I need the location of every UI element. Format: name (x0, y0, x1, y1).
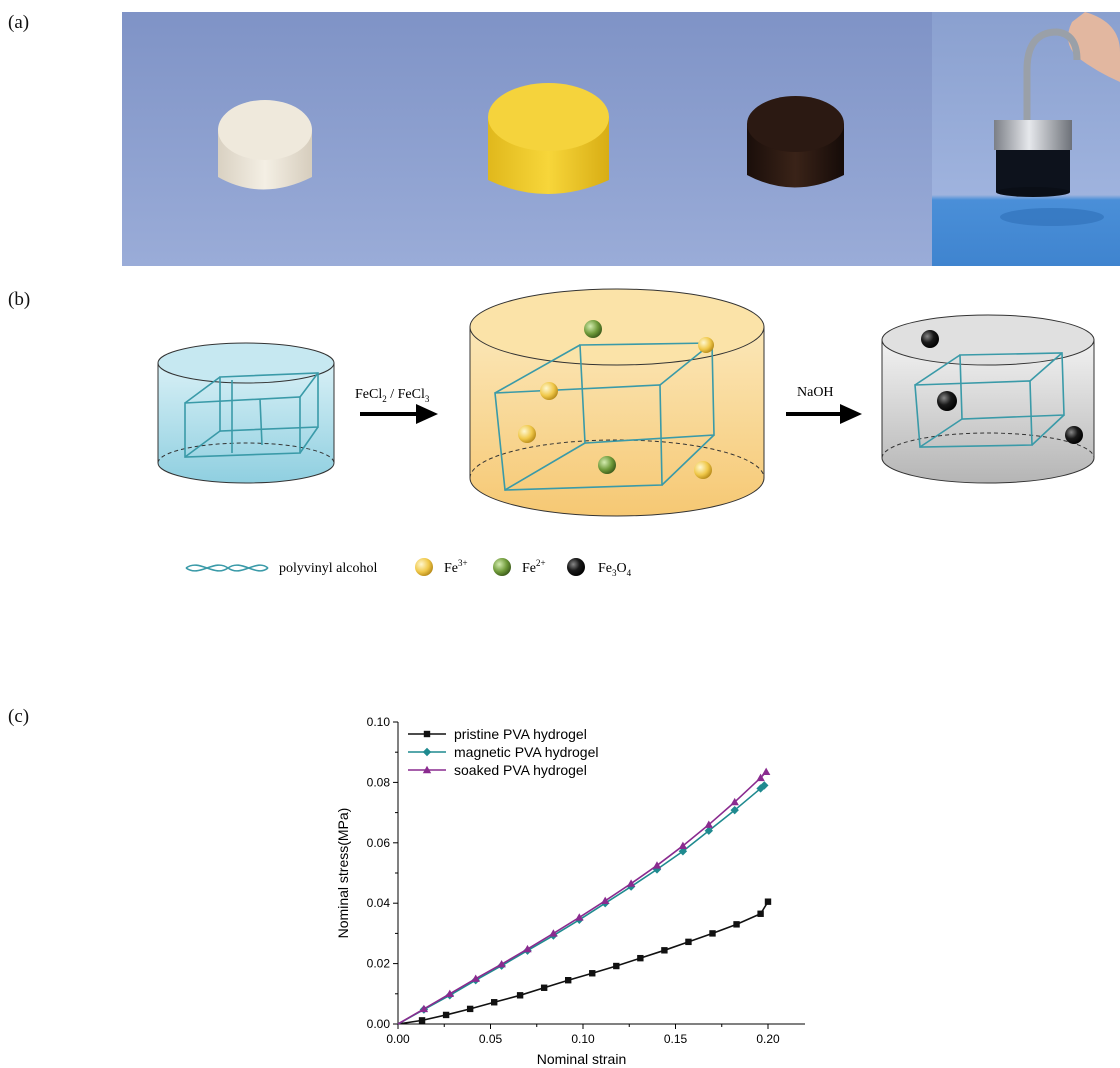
data-point (549, 929, 558, 937)
data-point (637, 954, 644, 962)
fe3-ion (698, 337, 714, 353)
data-point (757, 910, 764, 917)
data-point (704, 820, 713, 828)
fe3o4-particle (921, 330, 939, 348)
data-point (756, 773, 765, 782)
panel-label-a: (a) (8, 12, 30, 33)
x-tick-label: 0.00 (386, 1032, 410, 1046)
data-point (540, 984, 548, 991)
fe2-ion (598, 456, 616, 474)
legend-label: pristine PVA hydrogel (454, 726, 587, 742)
photo-magnet-lifting-sample (932, 12, 1120, 266)
y-tick-label: 0.06 (367, 836, 391, 850)
data-point (491, 999, 498, 1006)
fe2-ion (584, 320, 602, 338)
photo-magnetic-sample (672, 12, 932, 266)
data-point (565, 977, 572, 984)
legend-fe3o4-label: Fe3O4 (598, 561, 632, 578)
data-point (419, 1004, 429, 1013)
data-point (678, 841, 688, 850)
data-point (613, 962, 620, 970)
series-1 (397, 781, 769, 1025)
data-point (733, 921, 740, 928)
photo-pristine-sample (122, 12, 397, 266)
series-line (397, 784, 765, 1025)
data-point (601, 896, 610, 904)
chart-axes: 0.00 0.05 0.10 0.15 0.20 0.00 0.02 0.04 0.06 0.08… (367, 715, 805, 1046)
legend-pva-label: polyvinyl alcohol (279, 561, 377, 576)
x-tick-label: 0.10 (571, 1032, 595, 1046)
stress-strain-chart: 0.00 0.05 0.10 0.15 0.20 0.00 0.02 0.04 0.06 0.08… (335, 715, 805, 1067)
reaction-arrow-1: FeCl2 / FeCl3 (355, 387, 438, 424)
legend-item: soaked PVA hydrogel (408, 762, 587, 778)
fe3-ion (540, 382, 558, 400)
data-point (626, 879, 636, 887)
data-point (685, 938, 692, 946)
fe3-ion (518, 425, 536, 443)
data-point (466, 1005, 474, 1013)
legend-fe2-label: Fe2+ (522, 558, 546, 576)
data-point (471, 974, 480, 982)
photo-soaked-sample (397, 12, 672, 266)
legend-item: magnetic PVA hydrogel (408, 744, 599, 760)
reagent-fecl-label: FeCl2 / FeCl3 (355, 387, 430, 404)
legend-label: magnetic PVA hydrogel (454, 744, 599, 760)
data-point (589, 970, 596, 977)
fe3o4-particle (937, 391, 957, 411)
x-tick-label: 0.15 (664, 1032, 688, 1046)
y-tick-label: 0.00 (367, 1017, 391, 1031)
y-tick-label: 0.02 (367, 957, 391, 971)
legend-label: soaked PVA hydrogel (454, 762, 587, 778)
data-point (497, 960, 506, 968)
x-tick-label: 0.05 (479, 1032, 503, 1046)
fe2-legend-icon (493, 558, 511, 576)
legend-fe3-label: Fe3+ (444, 558, 468, 576)
synthesis-scheme: FeCl2 / FeCl3 NaOH (157, 288, 1095, 578)
panel-label-b: (b) (8, 289, 31, 310)
series-line (397, 771, 767, 1025)
series-2 (397, 767, 771, 1025)
fe3-ion (694, 461, 712, 479)
legend-item: pristine PVA hydrogel (408, 726, 587, 742)
data-point (756, 784, 765, 793)
scheme-legend: polyvinyl alcohol Fe3+ Fe2+ Fe3O4 (185, 558, 632, 578)
data-point (661, 947, 668, 954)
data-point (423, 730, 431, 738)
data-point (445, 989, 454, 997)
data-point (418, 1017, 426, 1024)
series-0 (397, 898, 772, 1025)
y-tick-label: 0.10 (367, 715, 391, 729)
data-point (764, 898, 772, 905)
chart-legend: pristine PVA hydrogel magnetic PVA hydrog… (408, 726, 599, 778)
reagent-naoh-label: NaOH (797, 385, 834, 400)
data-point (709, 930, 716, 937)
data-point (422, 747, 432, 757)
fe3-legend-icon (415, 558, 433, 576)
fe-ion-loaded-hydrogel-cylinder (469, 288, 765, 517)
y-tick-label: 0.04 (367, 896, 391, 910)
data-point (422, 765, 432, 774)
reaction-arrow-2: NaOH (786, 385, 862, 424)
data-point (575, 913, 584, 921)
data-point (442, 1011, 450, 1019)
pva-hydrogel-cylinder (157, 342, 335, 484)
data-point (516, 992, 524, 999)
fe3o4-legend-icon (567, 558, 585, 576)
x-axis-label: Nominal strain (537, 1051, 626, 1067)
y-axis-label: Nominal stress(MPa) (335, 808, 351, 939)
data-point (761, 767, 771, 776)
photo-strip (122, 12, 1120, 266)
data-point (652, 861, 662, 869)
data-point (730, 797, 739, 806)
data-point (523, 944, 532, 953)
magnetic-hydrogel-cylinder (881, 314, 1095, 484)
x-tick-label: 0.20 (756, 1032, 780, 1046)
fe3o4-particle (1065, 426, 1083, 444)
y-tick-label: 0.08 (367, 775, 391, 789)
panel-label-c: (c) (8, 706, 30, 727)
chart-series (397, 767, 772, 1025)
